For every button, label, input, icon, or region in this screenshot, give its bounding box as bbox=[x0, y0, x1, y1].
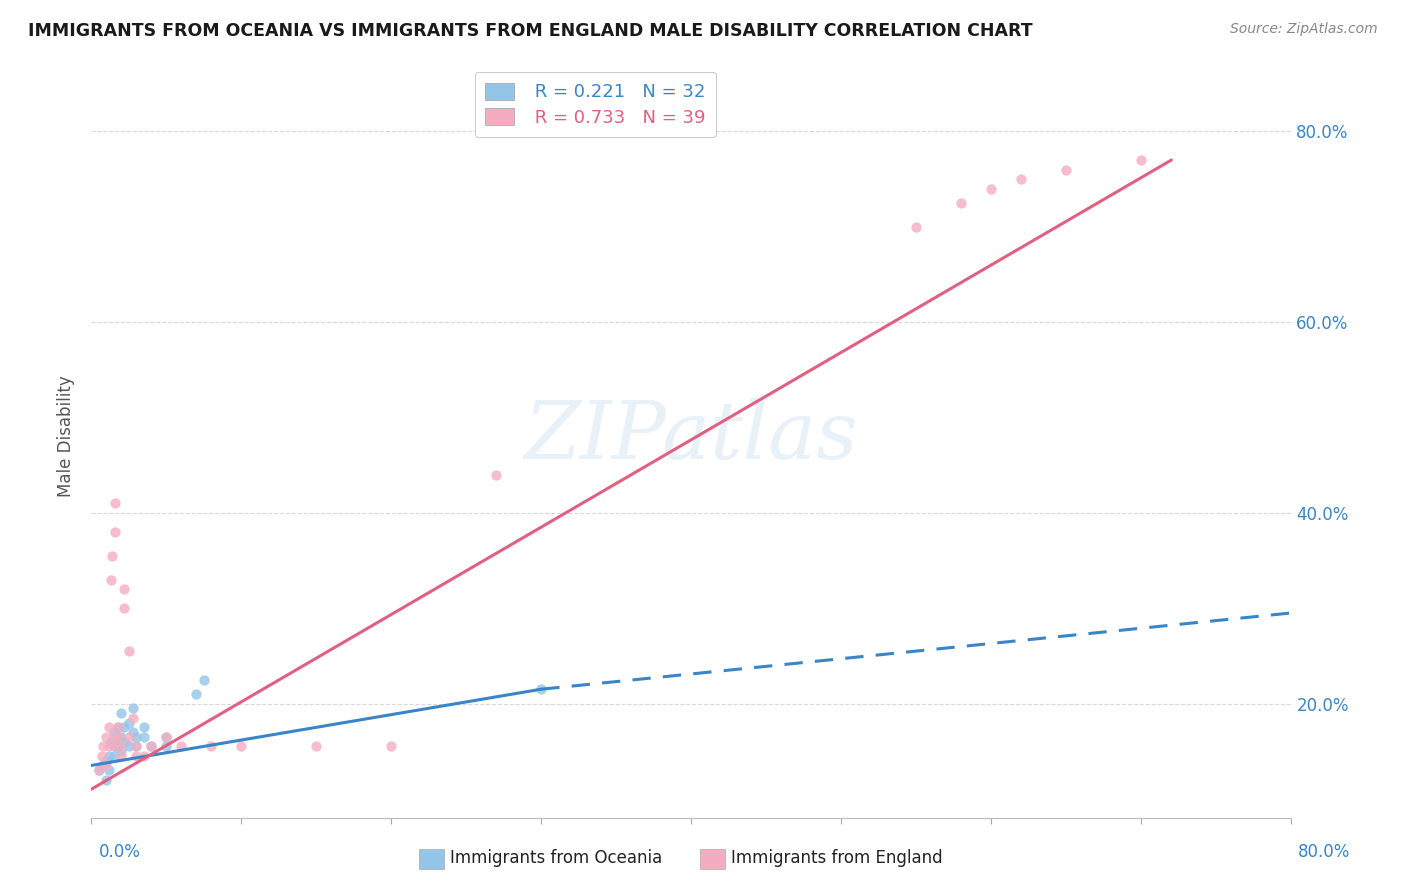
Point bbox=[101, 549, 124, 563]
Point bbox=[118, 644, 141, 658]
Point bbox=[87, 764, 110, 778]
Point bbox=[107, 730, 129, 744]
Point bbox=[107, 720, 129, 734]
Point bbox=[98, 720, 121, 734]
Point bbox=[155, 730, 177, 744]
Text: Source: ZipAtlas.com: Source: ZipAtlas.com bbox=[1230, 22, 1378, 37]
Point bbox=[125, 748, 148, 763]
Point bbox=[91, 758, 114, 772]
Point bbox=[1130, 153, 1153, 167]
Point bbox=[132, 748, 155, 763]
Point bbox=[96, 758, 118, 772]
Point bbox=[98, 764, 121, 778]
Point bbox=[125, 739, 148, 754]
Point bbox=[104, 496, 127, 510]
Point bbox=[112, 582, 135, 596]
Point bbox=[110, 748, 132, 763]
Point bbox=[100, 734, 122, 748]
Point bbox=[980, 181, 1002, 195]
Point bbox=[87, 764, 110, 778]
Point bbox=[485, 467, 508, 482]
Point bbox=[1054, 162, 1077, 177]
Point bbox=[91, 739, 114, 754]
Point bbox=[112, 720, 135, 734]
Text: ZIPatlas: ZIPatlas bbox=[524, 398, 858, 475]
Point bbox=[103, 725, 125, 739]
Point bbox=[122, 711, 145, 725]
Point bbox=[96, 772, 118, 787]
Point bbox=[98, 748, 121, 763]
Point bbox=[107, 739, 129, 754]
Point bbox=[530, 682, 553, 697]
Point bbox=[118, 715, 141, 730]
Point bbox=[122, 701, 145, 715]
Point bbox=[155, 739, 177, 754]
Point bbox=[125, 739, 148, 754]
Text: Immigrants from England: Immigrants from England bbox=[731, 849, 943, 867]
Point bbox=[193, 673, 215, 687]
Point bbox=[110, 730, 132, 744]
Point bbox=[100, 573, 122, 587]
Point bbox=[98, 739, 121, 754]
Point bbox=[170, 739, 193, 754]
Y-axis label: Male Disability: Male Disability bbox=[58, 376, 75, 498]
Point bbox=[107, 730, 129, 744]
Legend:  R = 0.221   N = 32,  R = 0.733   N = 39: R = 0.221 N = 32, R = 0.733 N = 39 bbox=[475, 71, 716, 137]
Point bbox=[186, 687, 208, 701]
Point bbox=[103, 739, 125, 754]
Point bbox=[118, 739, 141, 754]
Point bbox=[122, 725, 145, 739]
Point bbox=[132, 730, 155, 744]
Point bbox=[103, 748, 125, 763]
Text: IMMIGRANTS FROM OCEANIA VS IMMIGRANTS FROM ENGLAND MALE DISABILITY CORRELATION C: IMMIGRANTS FROM OCEANIA VS IMMIGRANTS FR… bbox=[28, 22, 1033, 40]
Point bbox=[132, 720, 155, 734]
Point bbox=[90, 748, 112, 763]
Point bbox=[905, 219, 928, 234]
Point bbox=[231, 739, 253, 754]
Point bbox=[380, 739, 402, 754]
Point bbox=[110, 739, 132, 754]
Point bbox=[200, 739, 222, 754]
Point bbox=[305, 739, 328, 754]
Point bbox=[112, 601, 135, 615]
Point bbox=[118, 730, 141, 744]
Point bbox=[103, 730, 125, 744]
Text: 80.0%: 80.0% bbox=[1298, 843, 1350, 861]
Point bbox=[107, 720, 129, 734]
Point bbox=[110, 706, 132, 720]
Point bbox=[110, 744, 132, 758]
Text: Immigrants from Oceania: Immigrants from Oceania bbox=[450, 849, 662, 867]
Point bbox=[950, 195, 973, 210]
Point bbox=[96, 754, 118, 768]
Point bbox=[96, 730, 118, 744]
Point bbox=[103, 739, 125, 754]
Point bbox=[112, 734, 135, 748]
Point bbox=[125, 730, 148, 744]
Point bbox=[1010, 172, 1032, 186]
Point bbox=[141, 739, 163, 754]
Point bbox=[104, 524, 127, 539]
Point bbox=[155, 730, 177, 744]
Text: 0.0%: 0.0% bbox=[98, 843, 141, 861]
Point bbox=[141, 739, 163, 754]
